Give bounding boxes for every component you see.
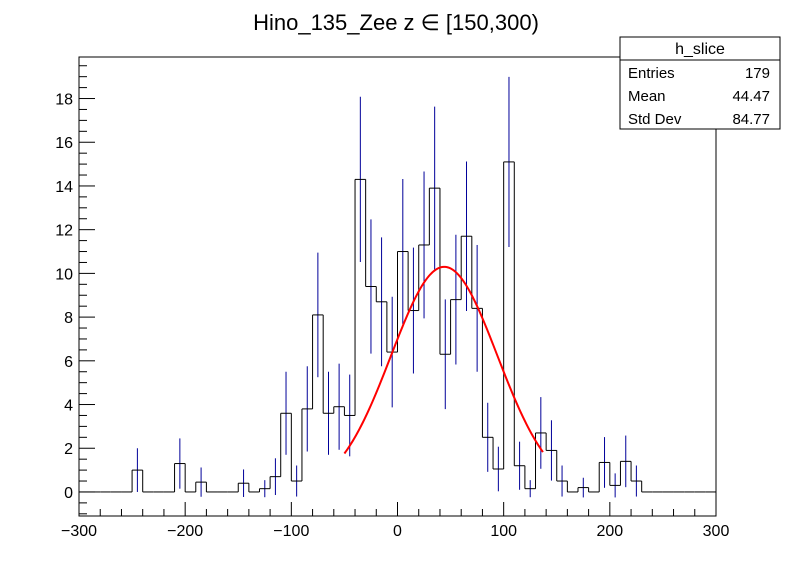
stats-entries-label: Entries	[628, 65, 675, 82]
stats-box-frame	[619, 36, 781, 130]
y-tick-label: 6	[64, 354, 73, 371]
fit-curve	[343, 265, 544, 455]
y-tick-label: 16	[55, 135, 73, 152]
y-tick-label: 14	[55, 179, 73, 196]
x-tick-label: 200	[596, 523, 623, 540]
stats-mean-label: Mean	[628, 88, 666, 105]
stats-entries-value: 179	[745, 65, 770, 82]
y-tick-label: 8	[64, 310, 73, 327]
y-tick-label: 18	[55, 92, 73, 109]
stats-stddev-label: Std Dev	[628, 111, 682, 128]
y-tick-label: 2	[64, 441, 73, 458]
y-tick-label: 0	[64, 485, 73, 502]
x-axis: −300 −200 −100 0 100 200 300	[61, 502, 729, 540]
fit-curve-group	[343, 265, 544, 455]
x-tick-label: 300	[703, 523, 730, 540]
x-tick-label: −100	[273, 523, 309, 540]
stats-stddev-value: 84.77	[732, 111, 770, 128]
x-tick-label: 0	[393, 523, 402, 540]
y-tick-label: 4	[64, 398, 73, 415]
chart-title: Hino_135_Zee z ∈ [150,300)	[253, 10, 539, 35]
x-tick-label: 100	[490, 523, 517, 540]
y-tick-label: 10	[55, 266, 73, 283]
stats-box: h_slice Entries 179 Mean 44.47 Std Dev 8…	[619, 36, 781, 130]
stats-title: h_slice	[675, 41, 725, 58]
stats-mean-value: 44.47	[732, 88, 770, 105]
y-axis: 0 2 4 6 8 10 12 14 16 18	[55, 65, 95, 515]
y-tick-label: 12	[55, 223, 73, 240]
x-tick-label: −200	[167, 523, 203, 540]
x-tick-label: −300	[61, 523, 97, 540]
